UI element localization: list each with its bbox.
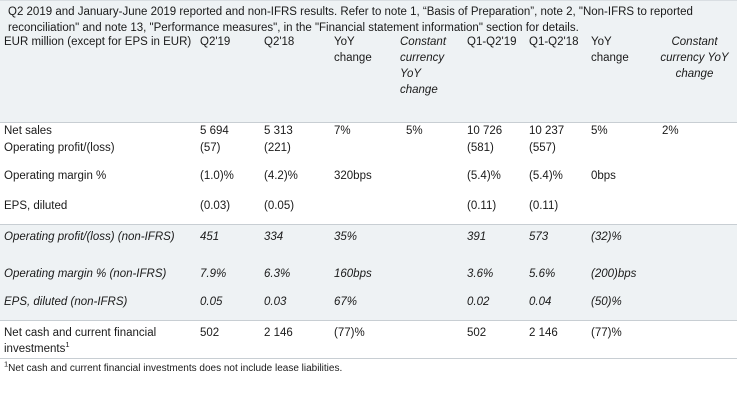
table-row: Operating margin % (non-IFRS) 7.9% 6.3% …: [0, 262, 737, 290]
intro-text: Q2 2019 and January-June 2019 reported a…: [0, 0, 737, 34]
table-cell: (57): [200, 142, 221, 154]
table-cell: 0.02: [463, 290, 525, 321]
table-cell: (0.11): [463, 194, 525, 225]
table-cell: 320bps: [334, 170, 372, 182]
table-cell: 573: [525, 224, 587, 262]
table-row: EPS, diluted (0.03) (0.05) (0.11) (0.11): [0, 194, 737, 225]
column-header: YoY change: [330, 34, 396, 122]
table-cell: 7.9%: [196, 262, 260, 290]
table-cell: 2 146: [525, 320, 587, 359]
table-cell: 2%: [652, 121, 737, 140]
table-cell: 2 146: [260, 320, 330, 359]
column-header: Constant currency YoY change: [396, 34, 463, 122]
table-cell: (50)%: [587, 290, 652, 321]
table-cell: [652, 140, 737, 164]
table-cell: 5%: [587, 121, 652, 140]
table-cell: 7%: [330, 121, 396, 140]
table-cell: (32)%: [587, 224, 652, 262]
table-cell: [652, 164, 737, 194]
table-cell: 3.6%: [463, 262, 525, 290]
table-cell: [652, 194, 737, 225]
column-header: Constant currency YoY change: [652, 34, 737, 122]
table-row: Operating profit/(loss) (non-IFRS) 451 3…: [0, 224, 737, 262]
table-cell: (5.4)%: [529, 170, 563, 182]
table-cell: (0.05): [260, 194, 330, 225]
table-cell: (221): [264, 142, 291, 154]
table-row: Net sales 5 694 5 313 7% 5% 10 726 10 23…: [0, 121, 737, 140]
table-cell: (77)%: [330, 320, 396, 359]
table-cell: [652, 224, 737, 262]
table-cell: 0.03: [260, 290, 330, 321]
footnote-number: 1: [4, 359, 9, 369]
table-cell: [652, 262, 737, 290]
table-cell: 502: [196, 320, 260, 359]
row-label: Operating profit/(loss) (non-IFRS): [0, 224, 196, 262]
table-cell: [587, 140, 652, 164]
row-label: EPS, diluted (non-IFRS): [0, 290, 196, 321]
column-header: Q1-Q2'18: [525, 34, 587, 122]
row-label-text: Net cash and current financial investmen…: [4, 326, 157, 355]
table-cell: 0.04: [525, 290, 587, 321]
table-cell: 451: [196, 224, 260, 262]
column-header: Q2'19: [196, 34, 260, 122]
table-cell: (77)%: [587, 320, 652, 359]
table-cell: [396, 320, 463, 359]
column-header: YoY change: [587, 34, 652, 122]
table-cell: [330, 140, 396, 164]
column-header: Q1-Q2'19: [463, 34, 525, 122]
row-label: Operating margin %: [4, 170, 107, 182]
table-cell: (0.03): [196, 194, 260, 225]
table-cell: [396, 194, 463, 225]
row-label: Net cash and current financial investmen…: [0, 320, 196, 359]
table-cell: (4.2)%: [264, 170, 298, 182]
table-cell: 0bps: [591, 170, 616, 182]
table-row: Net cash and current financial investmen…: [0, 320, 737, 359]
table-cell: 160bps: [330, 262, 396, 290]
table-cell: [587, 194, 652, 225]
table-cell: (5.4)%: [467, 170, 501, 182]
table-cell: [396, 164, 463, 194]
table-cell: 5 694: [196, 121, 260, 140]
table-row: Operating profit/(loss) (57) (221) (581)…: [0, 140, 737, 164]
table-cell: 391: [463, 224, 525, 262]
table-cell: 6.3%: [260, 262, 330, 290]
table-cell: [396, 224, 463, 262]
table-cell: 67%: [330, 290, 396, 321]
column-header: EUR million (except for EPS in EUR): [0, 34, 196, 122]
table-row: EPS, diluted (non-IFRS) 0.05 0.03 67% 0.…: [0, 290, 737, 321]
table-cell: 35%: [330, 224, 396, 262]
row-label: Operating profit/(loss): [4, 142, 115, 154]
table-cell: [396, 290, 463, 321]
results-table: EUR million (except for EPS in EUR) Q2'1…: [0, 34, 737, 359]
table-cell: 5.6%: [525, 262, 587, 290]
table-cell: [330, 194, 396, 225]
table-cell: (200)bps: [587, 262, 652, 290]
table-cell: (1.0)%: [200, 170, 234, 182]
header-row: EUR million (except for EPS in EUR) Q2'1…: [0, 34, 737, 122]
table-cell: 10 237: [525, 121, 587, 140]
column-header: Q2'18: [260, 34, 330, 122]
table-cell: [652, 320, 737, 359]
row-label: Operating margin % (non-IFRS): [0, 262, 196, 290]
table-cell: 502: [463, 320, 525, 359]
table-cell: (581): [467, 142, 494, 154]
table-cell: 5%: [396, 121, 463, 140]
table-cell: (557): [529, 142, 556, 154]
row-label: Net sales: [0, 121, 196, 140]
table-cell: 5 313: [260, 121, 330, 140]
table-cell: [652, 290, 737, 321]
table-row: Operating margin % (1.0)% (4.2)% 320bps …: [0, 164, 737, 194]
table-cell: 0.05: [196, 290, 260, 321]
footnote: 1Net cash and current financial investme…: [0, 359, 737, 375]
table-cell: (0.11): [525, 194, 587, 225]
table-cell: 10 726: [463, 121, 525, 140]
table-cell: [396, 262, 463, 290]
table-cell: 334: [260, 224, 330, 262]
footnote-text: Net cash and current financial investmen…: [8, 362, 343, 374]
row-label: EPS, diluted: [0, 194, 196, 225]
table-cell: [396, 140, 463, 164]
footnote-marker: 1: [65, 339, 70, 349]
